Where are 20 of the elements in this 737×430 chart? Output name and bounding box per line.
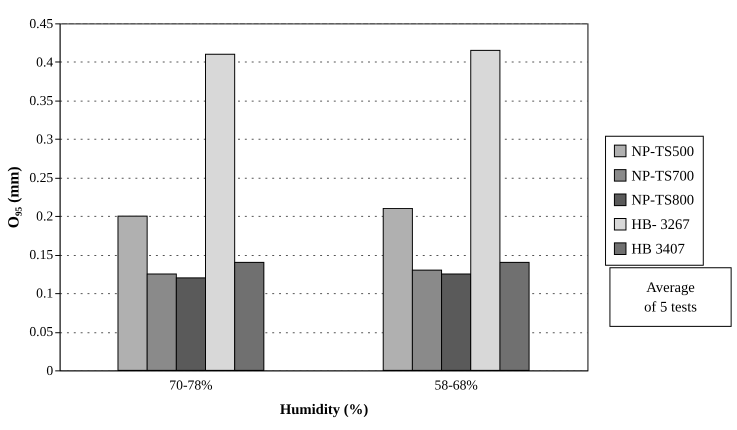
legend-label: HB- 3267 xyxy=(631,217,690,234)
y-tick-label: 0.3 xyxy=(36,131,54,146)
y-tick-label: 0.4 xyxy=(36,54,54,70)
text: Average of 5 tests xyxy=(644,280,698,316)
legend-label: NP-TS500 xyxy=(631,144,694,160)
x-tick-label: 58-68% xyxy=(434,377,478,392)
legend-label: NP-TS700 xyxy=(631,168,694,184)
x-tick-label: 70-78% xyxy=(169,377,213,392)
y-tick-label: 0.2 xyxy=(36,208,54,224)
y-tick-label: 0.25 xyxy=(29,170,54,185)
y-tick-label: 0.15 xyxy=(29,247,54,262)
y-tick-label: 0.35 xyxy=(29,92,54,108)
x-axis-title: Humidity (%) xyxy=(280,402,368,418)
y-tick-label: 0.1 xyxy=(36,286,54,301)
y-axis-title: O₉₅ (mm) xyxy=(6,166,23,228)
y-tick-label: 0.45 xyxy=(29,16,54,31)
y-tick-label: 0 xyxy=(46,362,54,378)
y-tick-label: 0.05 xyxy=(29,324,54,340)
legend-label: HB 3407 xyxy=(631,242,685,258)
legend-label: NP-TS800 xyxy=(631,192,694,209)
